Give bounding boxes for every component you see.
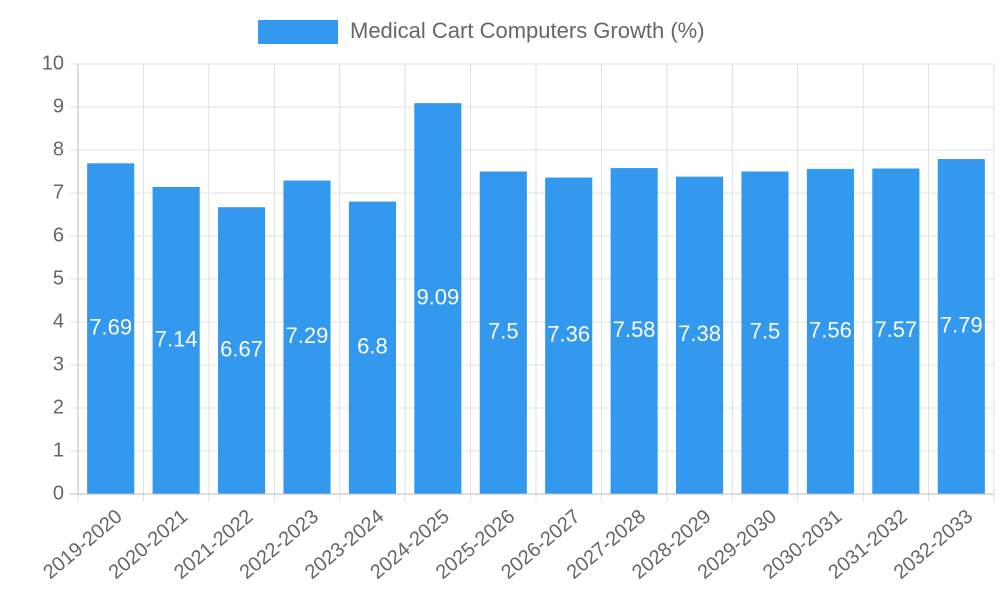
value-label: 6.67 [220, 336, 263, 361]
value-labels: 7.69 7.14 6.67 7.29 6.8 9.09 7.5 7.36 7.58 7.38 7.… [89, 284, 982, 361]
y-tick-label: 8 [53, 138, 64, 160]
value-label: 7.57 [874, 317, 917, 342]
value-label: 7.79 [940, 312, 983, 337]
value-label: 7.5 [750, 319, 781, 344]
grid-lines [70, 63, 995, 502]
value-label: 7.14 [155, 326, 198, 351]
bar-2030-2031[interactable] [806, 168, 854, 495]
value-label: 7.69 [89, 314, 132, 339]
value-label: 7.36 [547, 322, 590, 347]
y-tick-label: 2 [53, 396, 64, 418]
bar-2019-2020[interactable] [87, 163, 135, 494]
bars [87, 103, 985, 495]
y-tick-label: 6 [53, 224, 64, 246]
value-label: 7.5 [488, 319, 519, 344]
bar-2023-2024[interactable] [348, 201, 396, 494]
y-tick-label: 10 [42, 52, 64, 74]
value-label: 7.29 [286, 323, 329, 348]
y-tick-label: 9 [53, 95, 64, 117]
value-label: 7.58 [613, 317, 656, 342]
value-label: 7.56 [809, 317, 852, 342]
bar-2024-2025[interactable] [414, 103, 462, 494]
y-tick-label: 7 [53, 181, 64, 203]
legend-label: Medical Cart Computers Growth (%) [350, 18, 705, 43]
y-tick-label: 0 [53, 482, 64, 504]
y-tick-label: 5 [53, 267, 64, 289]
bar-2027-2028[interactable] [610, 168, 658, 494]
value-label: 6.8 [357, 334, 388, 359]
bar-2028-2029[interactable] [676, 176, 724, 494]
bar-2020-2021[interactable] [152, 186, 200, 495]
bar-2021-2022[interactable] [218, 207, 266, 494]
y-tick-label: 3 [53, 353, 64, 375]
value-label: 7.38 [678, 321, 721, 346]
legend-swatch [258, 20, 338, 44]
y-tick-label: 1 [53, 439, 64, 461]
value-label: 9.09 [416, 284, 459, 309]
bar-2026-2027[interactable] [545, 177, 593, 494]
bar-2025-2026[interactable] [479, 171, 527, 495]
bar-2031-2032[interactable] [872, 168, 920, 495]
bar-2029-2030[interactable] [741, 171, 789, 495]
bar-2032-2033[interactable] [937, 159, 985, 494]
legend[interactable]: Medical Cart Computers Growth (%) [258, 18, 705, 44]
bar-2022-2023[interactable] [283, 180, 331, 494]
y-tick-label: 4 [53, 310, 64, 332]
